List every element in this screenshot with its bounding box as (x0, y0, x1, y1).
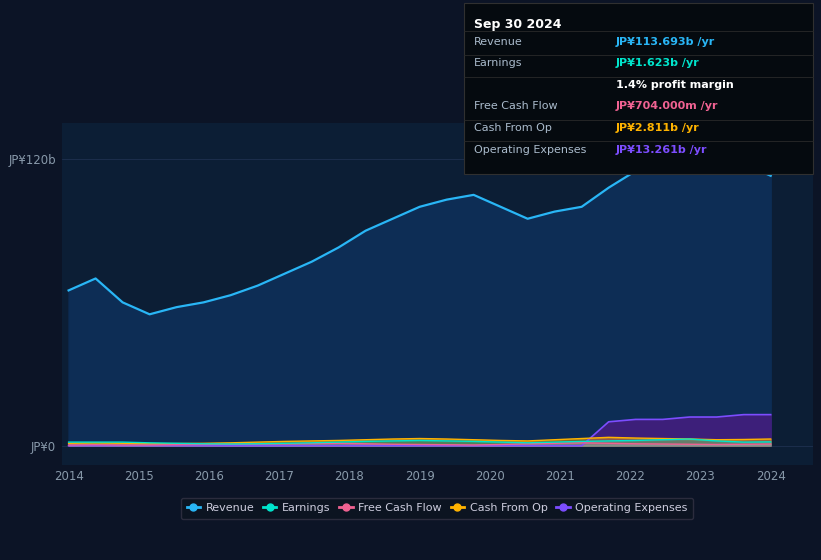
Text: JP¥704.000m /yr: JP¥704.000m /yr (616, 101, 718, 111)
Text: JP¥13.261b /yr: JP¥13.261b /yr (616, 144, 707, 155)
Text: JP¥1.623b /yr: JP¥1.623b /yr (616, 58, 699, 68)
Text: 1.4% profit margin: 1.4% profit margin (616, 80, 733, 90)
Text: Sep 30 2024: Sep 30 2024 (474, 18, 562, 31)
Text: Earnings: Earnings (474, 58, 522, 68)
Legend: Revenue, Earnings, Free Cash Flow, Cash From Op, Operating Expenses: Revenue, Earnings, Free Cash Flow, Cash … (181, 498, 693, 519)
Text: Revenue: Revenue (474, 37, 522, 47)
Text: Operating Expenses: Operating Expenses (474, 144, 586, 155)
Text: JP¥2.811b /yr: JP¥2.811b /yr (616, 123, 699, 133)
Text: JP¥113.693b /yr: JP¥113.693b /yr (616, 37, 715, 47)
Text: Free Cash Flow: Free Cash Flow (474, 101, 557, 111)
Text: Cash From Op: Cash From Op (474, 123, 552, 133)
